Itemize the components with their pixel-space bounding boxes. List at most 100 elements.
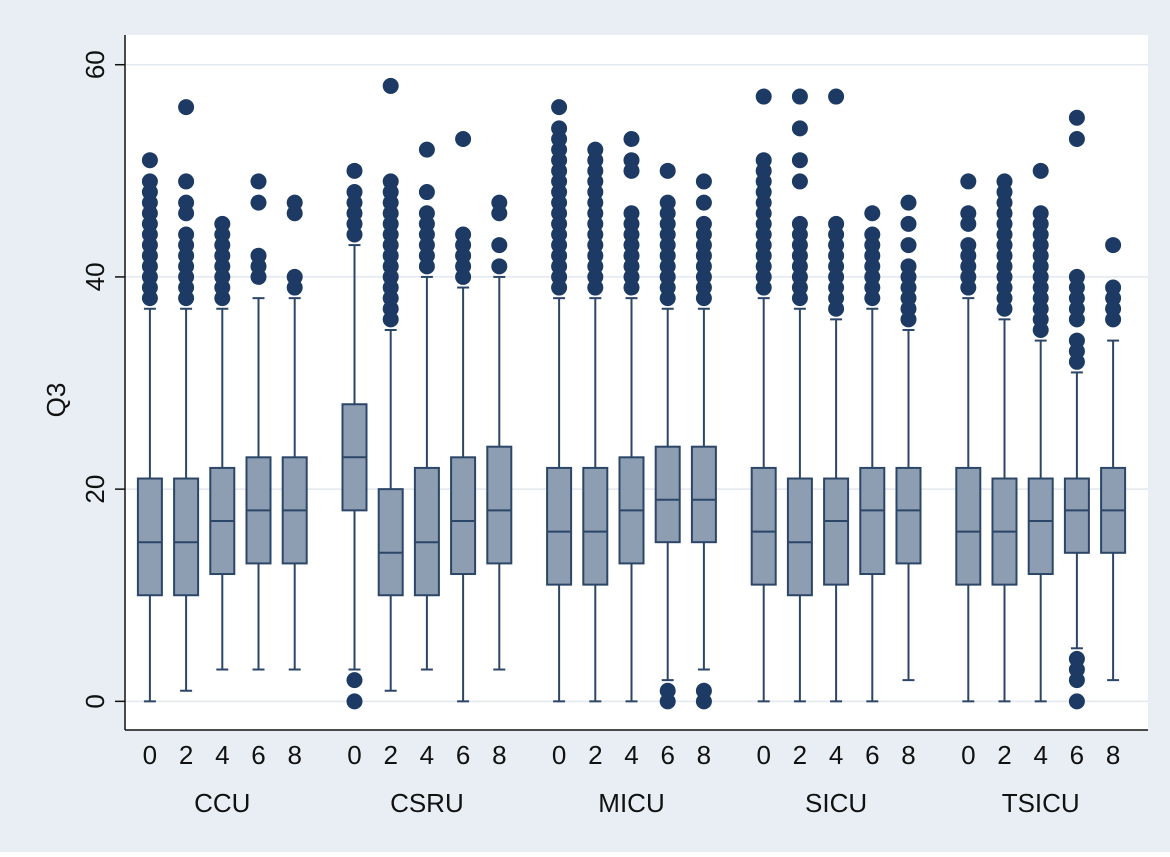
outlier <box>828 88 845 105</box>
box <box>786 477 813 597</box>
x-tick-label: 6 <box>1070 740 1084 770</box>
group-label: MICU <box>598 788 664 818</box>
outlier <box>587 141 604 158</box>
y-tick-label: 60 <box>80 50 110 79</box>
outlier <box>1068 268 1085 285</box>
x-tick-label: 4 <box>215 740 229 770</box>
outlier <box>1068 650 1085 667</box>
outlier <box>418 205 435 222</box>
box <box>173 477 200 597</box>
outlier <box>960 237 977 254</box>
x-tick-label: 8 <box>1106 740 1120 770</box>
outlier <box>346 672 363 689</box>
outlier <box>960 205 977 222</box>
x-tick-label: 8 <box>697 740 711 770</box>
outlier <box>960 173 977 190</box>
x-tick-label: 2 <box>997 740 1011 770</box>
outlier <box>791 88 808 105</box>
group-label: SICU <box>805 788 867 818</box>
x-tick-label: 6 <box>660 740 674 770</box>
y-tick-label: 0 <box>80 694 110 708</box>
outlier <box>623 205 640 222</box>
x-tick-label: 4 <box>1033 740 1047 770</box>
x-tick-label: 4 <box>624 740 638 770</box>
outlier <box>455 226 472 243</box>
outlier <box>659 682 676 699</box>
outlier <box>755 152 772 169</box>
box <box>955 466 982 586</box>
x-tick-label: 0 <box>347 740 361 770</box>
x-tick-label: 0 <box>756 740 770 770</box>
outlier <box>491 258 508 275</box>
box <box>750 466 777 586</box>
box <box>859 466 886 576</box>
x-tick-label: 2 <box>793 740 807 770</box>
outlier <box>382 77 399 94</box>
x-tick-label: 6 <box>251 740 265 770</box>
outlier <box>551 99 568 116</box>
outlier <box>1068 130 1085 147</box>
outlier <box>695 682 712 699</box>
outlier <box>346 162 363 179</box>
y-tick-label: 20 <box>80 475 110 504</box>
outlier <box>455 130 472 147</box>
box <box>1027 477 1054 576</box>
x-tick-label: 2 <box>588 740 602 770</box>
y-axis-label: Q3 <box>41 383 71 418</box>
outlier <box>900 237 917 254</box>
box <box>895 466 922 565</box>
outlier <box>659 162 676 179</box>
outlier <box>178 194 195 211</box>
outlier <box>141 173 158 190</box>
outlier <box>828 215 845 232</box>
outlier <box>1032 205 1049 222</box>
outlier <box>286 194 303 211</box>
box <box>546 466 573 586</box>
box <box>136 477 163 597</box>
outlier <box>250 194 267 211</box>
outlier <box>1105 279 1122 296</box>
outlier <box>178 173 195 190</box>
x-tick-label: 6 <box>456 740 470 770</box>
group-label: CSRU <box>390 788 464 818</box>
outlier <box>346 184 363 201</box>
outlier <box>791 173 808 190</box>
box <box>582 466 609 586</box>
outlier <box>695 215 712 232</box>
outlier <box>659 194 676 211</box>
box <box>450 456 477 576</box>
x-tick-label: 0 <box>552 740 566 770</box>
outlier <box>864 226 881 243</box>
box <box>690 445 717 544</box>
box <box>654 445 681 544</box>
x-tick-label: 2 <box>179 740 193 770</box>
outlier <box>551 120 568 137</box>
outlier <box>900 215 917 232</box>
outlier <box>1068 109 1085 126</box>
outlier <box>791 152 808 169</box>
outlier <box>1068 693 1085 710</box>
outlier <box>418 141 435 158</box>
outlier <box>286 268 303 285</box>
outlier <box>178 226 195 243</box>
outlier <box>214 215 231 232</box>
x-tick-label: 2 <box>383 740 397 770</box>
x-tick-label: 8 <box>492 740 506 770</box>
outlier <box>178 99 195 116</box>
outlier <box>1105 237 1122 254</box>
outlier <box>695 194 712 211</box>
outlier <box>1032 162 1049 179</box>
outlier <box>864 205 881 222</box>
outlier <box>491 237 508 254</box>
outlier <box>418 184 435 201</box>
x-tick-label: 6 <box>865 740 879 770</box>
x-tick-label: 8 <box>287 740 301 770</box>
x-tick-label: 0 <box>143 740 157 770</box>
box <box>1063 477 1090 554</box>
outlier <box>346 693 363 710</box>
outlier <box>791 120 808 137</box>
outlier <box>900 194 917 211</box>
outlier <box>250 247 267 264</box>
box <box>377 488 404 597</box>
